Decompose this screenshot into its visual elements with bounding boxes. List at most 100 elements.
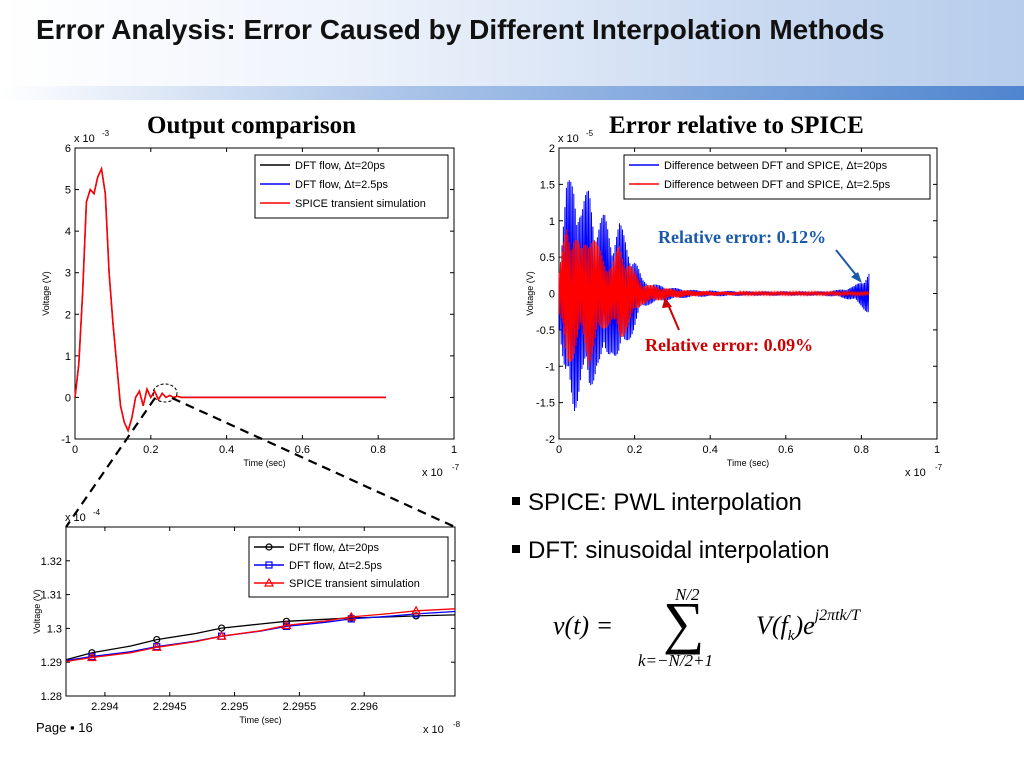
y-tick-label: 2 xyxy=(549,143,555,155)
y-tick-label: 1 xyxy=(549,216,555,228)
page-separator-icon: ▪ xyxy=(70,720,75,735)
x-tick-label: 1 xyxy=(934,444,940,456)
marker-circle xyxy=(265,543,273,551)
relative-error-blue-label: Relative error: 0.12% xyxy=(658,227,826,247)
y-axis-label: Voltage (V) xyxy=(525,271,535,316)
y-axis-label: Voltage (V) xyxy=(41,271,51,316)
y-tick-label: 0 xyxy=(549,289,555,301)
marker-circle xyxy=(282,617,291,625)
x-exponent: -8 xyxy=(453,720,461,729)
zoom-connector-right xyxy=(171,396,456,529)
y-axis-label: Voltage (V) xyxy=(32,589,42,634)
y-tick-label: -1 xyxy=(61,434,71,446)
y-tick-label: 1.3 xyxy=(47,623,62,635)
x-axis-label: Time (sec) xyxy=(243,458,285,468)
bullet-dft: DFT: sinusoidal interpolation xyxy=(512,537,830,565)
y-tick-label: 2 xyxy=(65,309,71,321)
x-exponent: -7 xyxy=(452,463,460,472)
x-multiplier: x 10 xyxy=(423,724,444,736)
x-multiplier: x 10 xyxy=(422,467,443,479)
header-strip xyxy=(0,86,1024,100)
formula-lhs: v(t) = xyxy=(553,611,614,640)
y-tick-label: 3 xyxy=(65,268,71,280)
x-tick-label: 2.2945 xyxy=(153,701,187,713)
y-tick-label: 1.28 xyxy=(41,691,62,703)
arrow-red-head-icon xyxy=(662,297,672,308)
relative-error-red-label: Relative error: 0.09% xyxy=(645,335,813,355)
page-label: Page xyxy=(36,720,67,735)
x-tick-label: 1 xyxy=(451,444,457,456)
formula-exponent: j2πtk/T xyxy=(814,607,860,625)
bullet-marker-icon xyxy=(512,496,520,505)
series-line-0 xyxy=(65,614,456,661)
y-tick-label: -2 xyxy=(545,434,555,446)
bullet-text: SPICE: PWL interpolation xyxy=(528,489,802,516)
y-tick-label: 4 xyxy=(65,226,71,238)
y-tick-label: 0 xyxy=(65,392,71,404)
x-tick-label: 2.294 xyxy=(91,701,119,713)
marker-triangle xyxy=(263,577,275,587)
legend-label: DFT flow, Δt=20ps xyxy=(295,160,385,172)
y-exponent: -3 xyxy=(102,129,110,138)
legend-label: Difference between DFT and SPICE, Δt=20p… xyxy=(664,160,888,172)
series-line-2 xyxy=(74,166,386,433)
y-exponent: -4 xyxy=(93,508,101,517)
marker-triangle xyxy=(151,642,162,651)
x-tick-label: 2.296 xyxy=(350,701,378,713)
marker-triangle xyxy=(346,611,357,621)
chart-title-error: Error relative to SPICE xyxy=(609,112,864,139)
series-line-2 xyxy=(65,608,456,663)
y-tick-label: 1.5 xyxy=(540,179,555,191)
bullet-marker-icon xyxy=(512,544,520,553)
formula-term-sub: k xyxy=(787,628,795,645)
page-number: 16 xyxy=(78,720,93,735)
legend-label: DFT flow, Δt=2.5ps xyxy=(295,179,389,191)
header-band xyxy=(0,0,1024,86)
dft-formula: v(t) = N/2 ∑ k=−N/2+1 V(fk)ej2πtk/T xyxy=(553,585,933,675)
marker-circle xyxy=(88,649,96,657)
y-tick-label: 1 xyxy=(65,351,71,363)
y-tick-label: 6 xyxy=(65,143,71,155)
legend-box xyxy=(623,154,931,200)
x-tick-label: 0.4 xyxy=(219,444,234,456)
y-tick-label: 5 xyxy=(65,185,71,197)
chart-title-output: Output comparison xyxy=(147,112,357,139)
legend-label: DFT flow, Δt=20ps xyxy=(289,542,379,554)
formula-term-close: )e xyxy=(794,611,815,640)
formula-term-v: V(f xyxy=(756,611,788,640)
y-tick-label: 0.5 xyxy=(540,252,555,264)
arrow-blue-head-icon xyxy=(851,272,862,283)
y-tick-label: 1.29 xyxy=(41,657,62,669)
x-tick-label: 0.8 xyxy=(371,444,386,456)
x-tick-label: 0.6 xyxy=(295,444,310,456)
x-tick-label: 2.295 xyxy=(221,701,249,713)
formula-sum-upper: N/2 xyxy=(675,585,700,604)
legend-label: SPICE transient simulation xyxy=(295,198,426,210)
formula-sum-lower: k=−N/2+1 xyxy=(638,651,714,670)
marker-square xyxy=(265,561,273,569)
x-tick-label: 0.2 xyxy=(627,444,642,456)
y-exponent: -5 xyxy=(586,129,594,138)
y-tick-label: 1.31 xyxy=(41,590,62,602)
y-multiplier: x 10 xyxy=(558,133,579,145)
y-multiplier: x 10 xyxy=(65,512,86,524)
legend-label: DFT flow, Δt=2.5ps xyxy=(289,560,383,572)
marker-triangle xyxy=(281,620,292,629)
bullet-text: DFT: sinusoidal interpolation xyxy=(528,537,830,564)
series-line-1 xyxy=(558,229,870,367)
y-tick-label: -0.5 xyxy=(536,325,555,337)
legend-label: Difference between DFT and SPICE, Δt=2.5… xyxy=(664,179,891,191)
y-tick-label: -1.5 xyxy=(536,398,555,410)
marker-triangle xyxy=(216,630,227,640)
x-axis-label: Time (sec) xyxy=(239,715,281,725)
y-multiplier: x 10 xyxy=(74,133,95,145)
x-tick-label: 0 xyxy=(556,444,562,456)
zoom-connector-left xyxy=(65,397,156,528)
x-tick-label: 0 xyxy=(72,444,78,456)
x-tick-label: 0.6 xyxy=(778,444,793,456)
sum-symbol-icon: ∑ xyxy=(663,590,705,655)
formula-term: V(fk)ej2πtk/T xyxy=(756,607,860,645)
x-exponent: -7 xyxy=(935,463,943,472)
x-tick-label: 0.2 xyxy=(143,444,158,456)
